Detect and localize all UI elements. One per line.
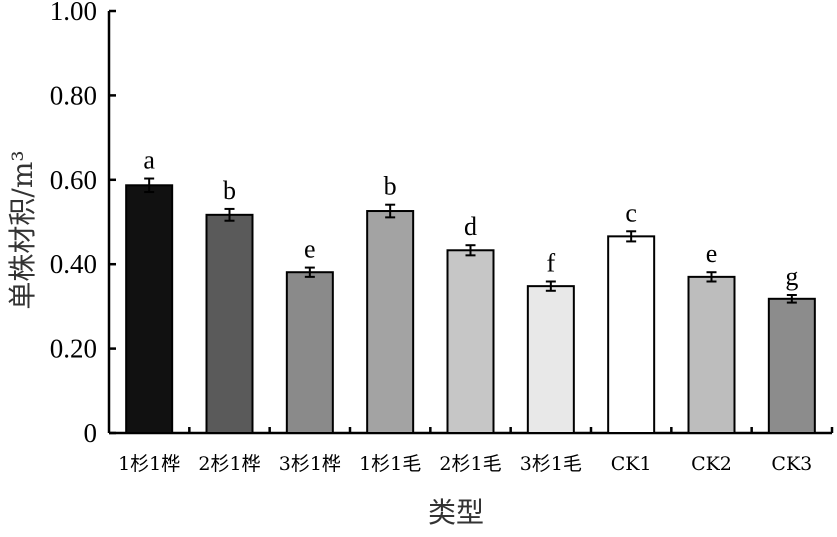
x-category-label: 1杉1毛 (359, 453, 421, 475)
y-tick-label: 0.80 (50, 80, 97, 110)
y-axis-title: 单株材积/m³ (6, 150, 39, 309)
significance-label: b (384, 172, 397, 201)
bar (366, 210, 415, 434)
significance-label: a (143, 146, 155, 175)
y-tick-label: 0.40 (50, 249, 97, 279)
x-axis-title: 类型 (428, 496, 484, 529)
significance-label: c (625, 198, 637, 227)
bar (285, 271, 334, 434)
x-category-label: CK1 (611, 453, 652, 475)
y-tick-label: 0 (84, 418, 98, 448)
bar (125, 184, 174, 434)
y-axis-ticks: 0 0.20 0.40 0.60 0.80 1.00 (50, 0, 116, 448)
significance-label: b (223, 176, 236, 205)
category-labels: 1杉1桦 2杉1桦 3杉1桦 1杉1毛 2杉1毛 3杉1毛 CK1 CK2 CK3 (118, 453, 812, 475)
bar (687, 275, 736, 434)
bar (205, 213, 254, 434)
significance-labels: a b e b d f c e g (143, 146, 798, 291)
x-category-label: 3杉1桦 (279, 453, 341, 475)
x-category-label: 1杉1桦 (118, 453, 180, 475)
significance-label: f (546, 249, 555, 278)
significance-label: e (706, 239, 718, 268)
significance-label: g (785, 262, 798, 291)
bar (446, 249, 495, 434)
x-category-label: 2杉1毛 (439, 453, 501, 475)
y-tick-label: 0.60 (50, 165, 97, 195)
significance-label: d (464, 212, 477, 241)
bar (767, 297, 816, 434)
x-category-label: CK3 (771, 453, 812, 475)
bar (526, 285, 575, 435)
x-category-label: CK2 (691, 453, 732, 475)
x-axis-ticks (188, 427, 834, 433)
bar-series (125, 184, 816, 435)
y-tick-label: 1.00 (50, 0, 97, 26)
significance-label: e (304, 235, 316, 264)
y-tick-label: 0.20 (50, 334, 97, 364)
error-bars (144, 177, 797, 304)
x-category-label: 3杉1毛 (520, 453, 582, 475)
x-category-label: 2杉1桦 (198, 453, 260, 475)
bar (607, 235, 656, 434)
